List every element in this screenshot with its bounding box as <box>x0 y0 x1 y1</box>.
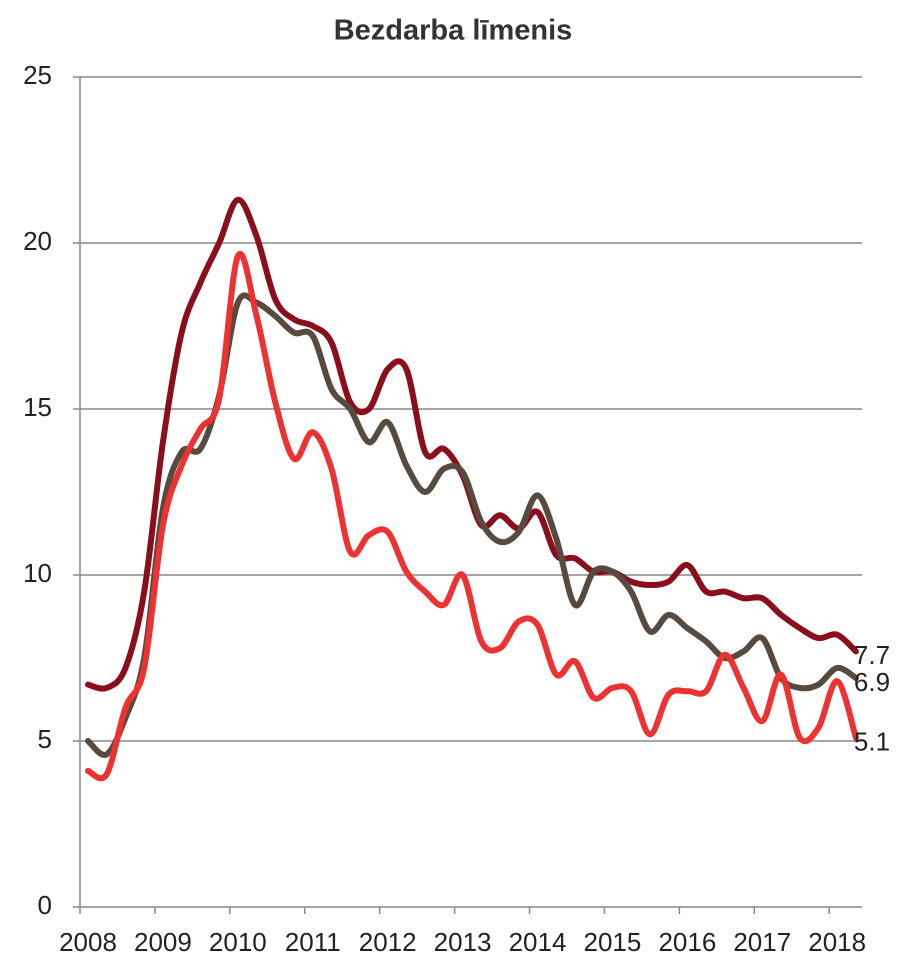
chart-title: Bezdarba līmenis <box>334 15 573 47</box>
y-tick-label: 15 <box>23 392 52 422</box>
y-tick-label: 0 <box>38 890 52 920</box>
y-tick-label: 5 <box>38 724 52 754</box>
x-tick-label: 2014 <box>509 927 567 957</box>
end-label: 7.7 <box>854 640 890 670</box>
x-tick-label: 2013 <box>434 927 492 957</box>
x-tick-label: 2018 <box>808 927 866 957</box>
x-tick-label: 2012 <box>359 927 417 957</box>
x-tick-label: 2015 <box>584 927 642 957</box>
line-series <box>85 292 859 758</box>
x-tick-label: 2009 <box>134 927 192 957</box>
line-series <box>85 250 859 782</box>
y-tick-label: 20 <box>23 226 52 256</box>
x-tick-label: 2008 <box>59 927 117 957</box>
x-tick-label: 2016 <box>658 927 716 957</box>
y-tick-label: 25 <box>23 60 52 90</box>
end-label: 5.1 <box>854 727 890 757</box>
end-label: 6.9 <box>854 667 890 697</box>
y-tick-label: 10 <box>23 558 52 588</box>
x-tick-label: 2011 <box>285 927 341 957</box>
x-tick-label: 2010 <box>209 927 267 957</box>
x-tick-label: 2017 <box>733 927 791 957</box>
